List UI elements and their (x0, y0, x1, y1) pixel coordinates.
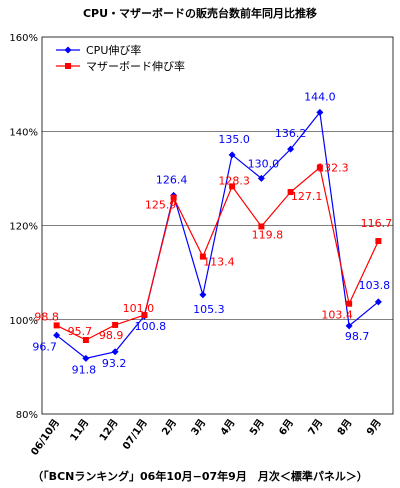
data-label: 113.4 (203, 256, 235, 269)
data-label: 98.7 (345, 330, 370, 343)
data-point (346, 300, 353, 307)
data-point (316, 164, 323, 171)
legend-marker (65, 63, 71, 69)
chart-footnote: （「BCNランキング」06年10月−07年9月 月次＜標準パネル＞） (32, 469, 368, 483)
y-tick-label: 100% (9, 316, 38, 327)
data-label: 98.9 (99, 329, 124, 342)
data-label: 103.4 (321, 309, 353, 322)
legend-marker (64, 46, 72, 54)
data-label: 126.4 (156, 173, 188, 186)
legend-label: CPU伸び率 (86, 43, 141, 57)
data-label: 105.3 (193, 303, 225, 316)
series-line-2 (56, 166, 379, 341)
data-label: 130.0 (248, 157, 280, 170)
y-tick-label: 140% (9, 127, 38, 138)
data-label: 132.3 (317, 162, 349, 175)
data-label: 135.0 (218, 133, 250, 146)
chart-title: CPU・マザーボードの販売台数前年同月比推移 (83, 6, 317, 20)
y-tick-label: 80% (16, 410, 38, 421)
x-tick-label: 12月 (97, 417, 121, 443)
data-labels: 96.7 91.8 93.2 100.8 126.4 105.3 135.0 130.0 136… (32, 90, 392, 376)
data-label: 103.8 (359, 279, 391, 292)
data-label: 128.3 (218, 174, 250, 187)
data-point (199, 253, 206, 260)
data-label: 144.0 (304, 90, 336, 103)
data-point (375, 238, 382, 245)
data-point (53, 331, 61, 339)
data-label: 100.8 (135, 320, 167, 333)
x-tick-label: 3月 (189, 417, 209, 438)
x-tick-label: 8月 (335, 417, 355, 438)
x-tick-label: 7月 (306, 417, 326, 438)
y-axis-ticks: 160% 140% 120% 100% 80% (9, 33, 38, 421)
data-point (345, 322, 353, 330)
data-point (82, 337, 89, 344)
data-point (141, 312, 148, 319)
data-point (112, 321, 119, 328)
x-tick-label: 06/10月 (28, 417, 62, 458)
data-label: 95.7 (68, 325, 93, 338)
data-label: 91.8 (72, 363, 97, 376)
data-point (199, 291, 207, 299)
data-label: 116.7 (361, 217, 393, 230)
data-label: 101.0 (123, 302, 155, 315)
y-tick-label: 120% (9, 222, 38, 233)
x-tick-label: 2月 (160, 417, 180, 438)
data-label: 93.2 (102, 357, 127, 370)
data-point (111, 348, 119, 356)
series-group (53, 108, 382, 362)
data-point (228, 151, 236, 159)
data-point (257, 174, 265, 182)
data-label: 96.7 (32, 340, 57, 353)
x-axis-categories: 06/10月 11月 12月 07/1月 2月 3月 4月 5月 6月 7月 8月 9月 (28, 417, 383, 458)
data-point (374, 298, 382, 306)
x-tick-label: 4月 (218, 417, 238, 438)
data-label: 98.8 (34, 310, 59, 323)
series-line-1 (56, 110, 379, 360)
data-point (258, 223, 265, 230)
x-tick-label: 5月 (247, 417, 267, 438)
data-point (229, 183, 236, 190)
x-tick-label: 07/1月 (120, 417, 150, 452)
data-label: 127.1 (291, 190, 323, 203)
data-point (170, 194, 177, 201)
data-point (287, 145, 295, 153)
legend-label: マザーボード伸び率 (86, 59, 185, 73)
x-tick-label: 11月 (68, 417, 92, 443)
x-tick-label: 9月 (364, 417, 384, 438)
data-point (316, 108, 324, 116)
data-label: 125.9 (145, 199, 177, 212)
data-label: 136.2 (275, 127, 307, 140)
y-tick-label: 160% (9, 33, 38, 44)
x-tick-label: 6月 (277, 417, 297, 438)
data-point (82, 354, 90, 362)
data-point (287, 189, 294, 196)
data-point (53, 322, 60, 329)
data-label: 119.8 (252, 228, 284, 241)
